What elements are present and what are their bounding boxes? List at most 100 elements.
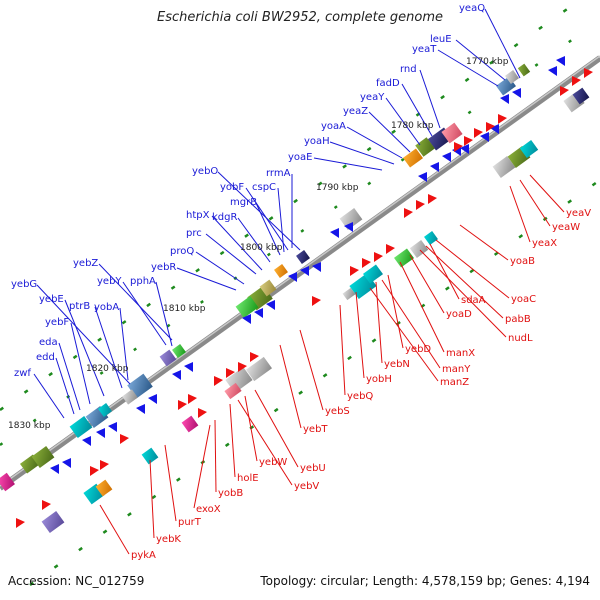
tick-label: 1780 kbp xyxy=(391,121,434,131)
gene-label-leader xyxy=(254,389,299,468)
gene-label-yebF: yebF xyxy=(45,317,69,328)
gene-block xyxy=(159,349,177,367)
reverse-arrow-icon xyxy=(386,244,395,254)
gene-label-yeaQ: yeaQ xyxy=(459,3,485,14)
forward-arrow-icon xyxy=(254,308,263,318)
reverse-arrow-icon xyxy=(572,76,581,86)
gene-label-yebN: yebN xyxy=(384,359,410,370)
gene-label-leuE: leuE xyxy=(430,34,452,45)
gene-label-yeaV: yeaV xyxy=(566,208,591,219)
gene-block xyxy=(141,447,159,465)
gene-label-leader xyxy=(279,344,302,429)
gene-label-leader xyxy=(401,83,433,137)
reverse-arrow-icon xyxy=(238,362,247,372)
gene-block xyxy=(342,287,356,301)
gene-label-yeaZ: yeaZ xyxy=(343,106,368,117)
gene-label-yoaB: yoaB xyxy=(510,256,535,267)
reverse-arrow-icon xyxy=(362,258,371,268)
reverse-arrow-icon xyxy=(498,114,507,124)
forward-arrow-icon xyxy=(266,300,275,310)
gene-block xyxy=(415,137,435,157)
forward-arrow-icon xyxy=(62,458,71,468)
forward-arrow-icon xyxy=(548,66,557,76)
forward-arrow-icon xyxy=(242,314,251,324)
reverse-arrow-icon xyxy=(428,194,437,204)
forward-arrow-icon xyxy=(480,132,489,142)
gene-label-nudL: nudL xyxy=(508,333,533,344)
gene-label-yeaW: yeaW xyxy=(552,222,580,233)
gene-label-ptrB: ptrB xyxy=(69,301,90,312)
gene-label-leader xyxy=(255,202,281,256)
gene-label-leader xyxy=(64,299,105,397)
gene-label-leader xyxy=(484,8,521,79)
tick-label: 1830 kbp xyxy=(8,421,51,431)
gene-label-holE: holE xyxy=(237,473,259,484)
forward-arrow-icon xyxy=(288,272,297,282)
gene-label-leader xyxy=(211,215,263,271)
gene-label-leader xyxy=(237,399,293,486)
gene-block xyxy=(409,240,429,258)
forward-arrow-icon xyxy=(442,152,451,162)
gene-label-kdgR: kdgR xyxy=(212,212,237,223)
gene-label-leader xyxy=(355,291,365,379)
gene-label-yebT: yebT xyxy=(303,424,328,435)
gene-label-leader xyxy=(381,279,441,369)
gene-label-eda: eda xyxy=(39,337,58,348)
gene-label-manX: manX xyxy=(446,348,475,359)
reverse-arrow-icon xyxy=(214,376,223,386)
forward-arrow-icon xyxy=(136,404,145,414)
gene-label-yebY: yebY xyxy=(97,276,122,287)
forward-arrow-icon xyxy=(184,362,193,372)
gene-label-yeaY: yeaY xyxy=(360,92,385,103)
gene-label-yobF: yobF xyxy=(220,182,244,193)
gene-label-leader xyxy=(122,281,167,346)
gene-label-leader xyxy=(459,224,509,261)
gene-label-leader xyxy=(409,254,445,314)
forward-arrow-icon xyxy=(344,222,353,232)
gene-label-cspC: cspC xyxy=(252,182,276,193)
reverse-arrow-icon xyxy=(120,434,129,444)
gene-label-leader xyxy=(419,69,441,129)
forward-arrow-icon xyxy=(556,56,565,66)
forward-arrow-icon xyxy=(96,428,105,438)
gene-block xyxy=(424,231,438,245)
gene-block xyxy=(441,122,463,144)
forward-arrow-icon xyxy=(300,266,309,276)
forward-arrow-icon xyxy=(490,124,499,134)
gene-label-pabB: pabB xyxy=(505,314,531,325)
gene-label-exoX: exoX xyxy=(196,504,221,515)
tick-label: 1770 kbp xyxy=(466,57,509,67)
gene-label-yebW: yebW xyxy=(259,457,287,468)
forward-arrow-icon xyxy=(172,370,181,380)
gene-label-leader xyxy=(245,187,289,251)
gene-label-leader xyxy=(387,274,404,349)
reverse-arrow-icon xyxy=(90,466,99,476)
gene-label-leader xyxy=(195,251,245,285)
forward-arrow-icon xyxy=(330,228,339,238)
gene-label-yobH: yobH xyxy=(366,374,392,385)
reverse-arrow-icon xyxy=(474,128,483,138)
gene-label-manY: manY xyxy=(442,364,471,375)
gene-label-leader xyxy=(205,233,257,275)
gene-label-leader xyxy=(399,261,445,353)
gene-label-yebK: yebK xyxy=(156,534,181,545)
gene-block xyxy=(394,248,414,268)
forward-arrow-icon xyxy=(50,464,59,474)
gene-label-leader xyxy=(509,185,531,243)
gene-block xyxy=(274,264,288,278)
forward-arrow-icon xyxy=(312,262,321,272)
gene-label-leader xyxy=(369,287,439,382)
gene-label-manZ: manZ xyxy=(440,377,469,388)
gene-label-leader xyxy=(435,239,510,299)
gene-label-yobA: yobA xyxy=(94,302,119,313)
reverse-arrow-icon xyxy=(100,460,109,470)
gene-block xyxy=(224,382,242,400)
reverse-arrow-icon xyxy=(188,394,197,404)
gene-block xyxy=(363,264,383,284)
gene-label-yebS: yebS xyxy=(325,406,350,417)
gene-block xyxy=(505,70,519,84)
gene-label-leader xyxy=(176,267,237,291)
gene-label-leader xyxy=(94,306,123,389)
gene-label-yoaA: yoaA xyxy=(321,121,346,132)
